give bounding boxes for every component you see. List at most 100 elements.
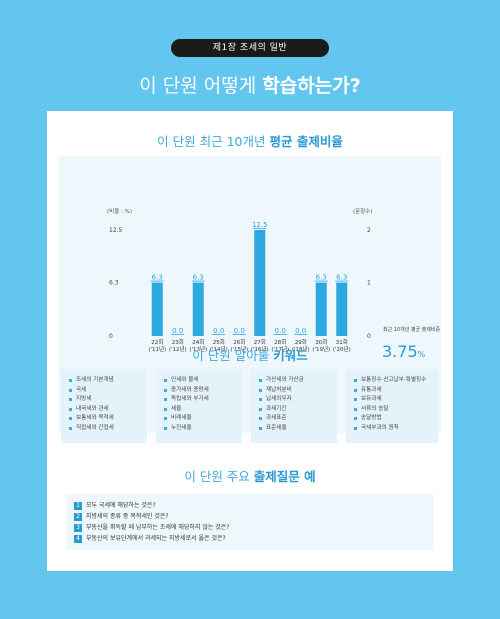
- average-value: 3.75%: [382, 342, 425, 361]
- content-panel: 이 단원 최근 10개년 평균 출제비율 (비율 : %) (문항수) 12.5 6.…: [47, 111, 453, 571]
- x-tick-label-year: ('12년): [169, 345, 187, 353]
- bar-value-label: 6.3: [316, 274, 327, 282]
- right-tick-label: 2: [367, 227, 371, 234]
- keyword-item: 내국세와 관세: [69, 405, 147, 415]
- x-tick-label-round: 31회: [336, 338, 348, 346]
- section-title-exam-ratio-prefix: 이 단원 최근 10개년: [157, 134, 266, 149]
- keyword-item: 종가세와 종량세: [164, 386, 242, 396]
- keyword-item: 인세와 물세: [164, 376, 242, 386]
- section-title-questions-prefix: 이 단원 주요: [184, 469, 250, 484]
- x-tick-label-round: 30회: [315, 338, 327, 346]
- question-text: 모두 국세에 해당하는 것은?: [86, 502, 156, 509]
- average-value-number: 3.75: [382, 342, 418, 361]
- bar: [151, 282, 163, 336]
- chapter-badge: 제1장 조세의 일반: [171, 39, 329, 57]
- keyword-item: 세율: [164, 405, 242, 415]
- right-axis-label: (문항수): [353, 207, 372, 215]
- ratio-chart-svg: (비율 : %) (문항수) 12.5 6.3 0 2 1 0 6.3 22회('11년) 0.0 2…: [107, 207, 372, 353]
- keyword-box-2: 인세와 물세 종가세와 종량세 독립세와 부가세 세율 비례세율 누진세율: [156, 369, 242, 443]
- bar: [315, 282, 327, 336]
- bar-value-label: 0.0: [295, 327, 306, 335]
- section-title-keywords: 이 단원 알아둘 키워드: [47, 348, 453, 364]
- keyword-box-4: 보통징수·신고납부·특별징수 유통과세 보유과세 서류의 송달 송달방법 국세부…: [346, 369, 438, 443]
- page-title-prefix: 이 단원 어떻게: [139, 75, 257, 97]
- x-tick-label-round: 29회: [295, 338, 307, 346]
- question-row: 2 지방세의 종류 중 목적세인 것은?: [74, 512, 169, 522]
- keyword-box-3: 가산세와 가산금 제납처분비 납세의무자 과세기간 과세표준 표준세율: [251, 369, 337, 443]
- x-tick-label-round: 22회: [151, 338, 163, 346]
- bar-value-label: 0.0: [275, 327, 286, 335]
- section-title-exam-ratio: 이 단원 최근 10개년 평균 출제비율: [47, 134, 453, 150]
- section-title-keywords-bold: 키워드: [273, 348, 308, 363]
- bar: [254, 230, 266, 336]
- keyword-item: 보통세와 목적세: [69, 414, 147, 424]
- bar: [192, 282, 204, 336]
- question-row: 4 부동산의 보유단계에서 과세되는 지방세로서 옳은 것은?: [74, 534, 226, 544]
- x-tick-label-year: ('15년): [230, 345, 248, 353]
- x-tick-label-year: ('19년): [312, 345, 330, 353]
- keyword-item: 조세의 기본개념: [69, 376, 147, 386]
- page-title: 이 단원 어떻게 학습하는가?: [0, 74, 500, 98]
- keyword-item: 독립세와 부가세: [164, 395, 242, 405]
- keyword-item: 비례세율: [164, 414, 242, 424]
- keyword-item: 송달방법: [354, 414, 438, 424]
- question-number: 4: [74, 534, 82, 543]
- keyword-item: 표준세율: [259, 424, 337, 434]
- section-title-exam-ratio-bold: 평균 출제비율: [269, 134, 343, 149]
- keyword-item: 누진세율: [164, 424, 242, 434]
- question-text: 지방세의 종류 중 목적세인 것은?: [86, 513, 169, 520]
- x-tick-label-round: 27회: [254, 338, 266, 346]
- x-tick-label-round: 23회: [172, 338, 184, 346]
- keyword-box-1: 조세의 기본개념 국세 지방세 내국세와 관세 보통세와 목적세 직접세와 간접…: [61, 369, 147, 443]
- section-title-questions-bold: 출제질문 예: [253, 469, 316, 484]
- keyword-item: 보유과세: [354, 395, 438, 405]
- x-tick-label-year: ('18년): [292, 345, 310, 353]
- bar-value-label: 0.0: [213, 327, 224, 335]
- x-tick-label-round: 25회: [213, 338, 225, 346]
- question-row: 1 모두 국세에 해당하는 것은?: [74, 501, 156, 511]
- x-tick-label-year: ('17년): [271, 345, 289, 353]
- bar-value-label: 12.5: [252, 221, 268, 229]
- keyword-item: 국세부과의 원칙: [354, 424, 438, 434]
- question-text: 부동산을 취득할 때 납부하는 조세에 해당하지 않는 것은?: [86, 524, 230, 531]
- question-number: 3: [74, 523, 82, 532]
- x-tick-label-round: 26회: [233, 338, 245, 346]
- question-number: 2: [74, 512, 82, 521]
- section-title-questions: 이 단원 주요 출제질문 예: [47, 469, 453, 485]
- x-tick-label-year: ('11년): [148, 345, 166, 353]
- keyword-item: 국세: [69, 386, 147, 396]
- bar-value-label: 0.0: [172, 327, 183, 335]
- left-tick-label: 6.3: [109, 280, 119, 287]
- left-axis-label: (비율 : %): [107, 207, 132, 215]
- average-label: 최근 10개년 평균 출제비중: [383, 327, 441, 333]
- left-tick-label: 12.5: [109, 227, 123, 234]
- bar: [336, 282, 348, 336]
- keyword-item: 직접세와 간접세: [69, 424, 147, 434]
- keyword-item: 과세표준: [259, 414, 337, 424]
- keyword-item: 제납처분비: [259, 386, 337, 396]
- x-tick-label-year: ('13년): [189, 345, 207, 353]
- right-tick-label: 0: [367, 333, 371, 340]
- x-tick-label-round: 28회: [274, 338, 286, 346]
- bar-value-label: 6.3: [152, 274, 163, 282]
- keyword-item: 지방세: [69, 395, 147, 405]
- keyword-item: 보통징수·신고납부·특별징수: [354, 376, 438, 386]
- section-title-keywords-prefix: 이 단원 알아둘: [192, 348, 270, 363]
- x-tick-label-year: ('14년): [210, 345, 228, 353]
- question-row: 3 부동산을 취득할 때 납부하는 조세에 해당하지 않는 것은?: [74, 523, 230, 533]
- question-text: 부동산의 보유단계에서 과세되는 지방세로서 옳은 것은?: [86, 535, 226, 542]
- bar-value-label: 0.0: [234, 327, 245, 335]
- keyword-item: 가산세와 가산금: [259, 376, 337, 386]
- left-tick-label: 0: [109, 333, 113, 340]
- page-title-bold: 학습하는가?: [262, 75, 361, 97]
- keyword-item: 유통과세: [354, 386, 438, 396]
- question-number: 1: [74, 501, 82, 510]
- question-box: 1 모두 국세에 해당하는 것은? 2 지방세의 종류 중 목적세인 것은? 3 부동…: [66, 494, 434, 550]
- keyword-item: 서류의 송달: [354, 405, 438, 415]
- x-tick-label-year: ('16년): [251, 345, 269, 353]
- bar-value-label: 6.3: [193, 274, 204, 282]
- keyword-item: 납세의무자: [259, 395, 337, 405]
- x-tick-label-round: 24회: [192, 338, 204, 346]
- right-tick-label: 1: [367, 280, 371, 287]
- bar-value-label: 6.3: [336, 274, 347, 282]
